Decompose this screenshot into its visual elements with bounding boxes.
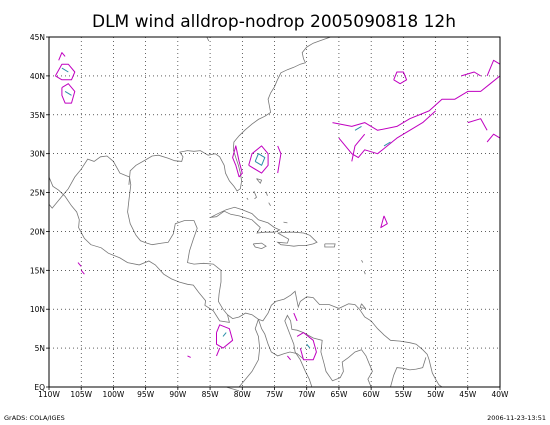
contour-magenta [467,118,488,131]
contour-magenta [461,71,481,77]
coastline [268,202,271,207]
contour-blue [306,343,311,349]
coastline [253,190,257,200]
coastline [246,197,249,200]
contour-magenta [486,59,501,77]
contour-magenta [293,312,298,322]
contour-magenta [393,71,408,85]
x-tick-label: 110W [38,390,60,399]
contour-magenta [58,52,66,61]
contour-magenta [351,133,366,162]
x-tick-label: 40W [492,390,510,399]
chart-title: DLM wind alldrop-nodrop 2005090818 12h [92,12,456,32]
coastline [252,242,267,250]
y-tick-label: 35N [30,111,45,120]
coastline [48,176,230,323]
contour-magenta [380,215,388,229]
footer-left: GrADS: COLA/IGES [4,414,65,422]
x-tick-label: 45W [459,390,477,399]
y-tick-label: 25N [30,189,45,198]
coastline [128,36,331,192]
x-tick-label: 90W [169,390,187,399]
contour-magenta [80,269,85,275]
contour-blue [383,141,391,147]
coastline [324,243,336,248]
contour-magenta [296,332,317,361]
x-tick-label: 80W [234,390,252,399]
x-tick-label: 70W [298,390,316,399]
coastline [283,221,288,224]
coastline [48,155,443,388]
coastline-layer [48,36,443,392]
contour-blue [222,332,227,337]
x-tick-label: 60W [363,390,381,399]
contour-magenta [216,324,234,349]
coastline [206,36,210,42]
contour-layer [54,52,501,361]
coastline [363,270,366,275]
x-tick-label: 65W [330,390,348,399]
coastline [265,191,268,196]
contour-magenta [332,75,501,131]
x-tick-label: 55W [395,390,413,399]
y-tick-label: 15N [30,266,45,275]
x-tick-label: 50W [427,390,445,399]
contour-blue [254,153,266,166]
contour-magenta [232,145,243,178]
x-axis-ticks: 110W 105W 100W 95W 90W 85W 80W 75W 70W 65W 60W 55W 5… [38,387,509,399]
y-tick-label: 30N [30,150,45,159]
coastline [238,319,261,388]
y-tick-label: 10N [30,305,45,314]
coastline [284,314,373,388]
coastline [276,231,318,247]
y-tick-label: EQ [34,383,45,392]
coastline [390,357,427,388]
contour-magenta [61,83,76,104]
contour-magenta [77,262,82,267]
contour-blue [64,90,72,96]
x-tick-label: 100W [103,390,125,399]
footer-right: 2006-11-23-13:51 [487,414,546,422]
contour-blue [61,67,69,73]
x-tick-label: 95W [137,390,155,399]
y-tick-label: 20N [30,227,45,236]
contour-magenta [338,110,436,159]
coastline [210,206,281,234]
contour-blue [354,125,362,131]
contour-magenta [187,355,191,358]
contour-magenta [248,145,269,174]
y-tick-label: 40N [30,72,45,81]
contour-magenta [486,133,501,143]
contour-magenta [277,145,282,174]
coastline [256,178,263,184]
contour-magenta [287,355,291,361]
contour-magenta [216,347,221,357]
x-tick-label: 75W [266,390,284,399]
x-tick-label: 85W [202,390,220,399]
x-tick-label: 105W [70,390,92,399]
coastline [361,260,364,263]
coastline [359,303,367,309]
y-tick-label: 5N [35,344,45,353]
contour-magenta [54,63,76,81]
y-axis-ticks: EQ 5N 10N 15N 20N 25N 30N 35N 40N 45N [30,33,49,392]
y-tick-label: 45N [30,33,45,42]
